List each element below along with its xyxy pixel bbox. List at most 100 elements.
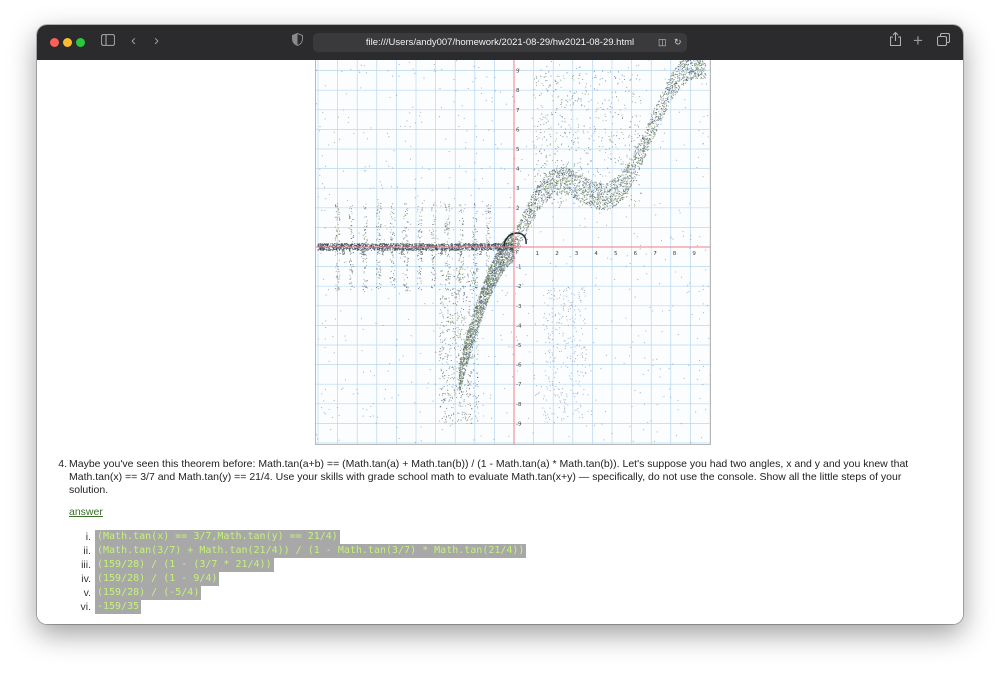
plot-point <box>509 255 511 257</box>
plot-point <box>495 281 497 284</box>
plot-point <box>540 196 542 198</box>
plot-point <box>536 163 538 166</box>
plot-point <box>598 192 600 194</box>
plot-point <box>567 180 569 182</box>
reload-icon[interactable]: ↻ <box>674 37 682 47</box>
plot-point <box>622 186 624 188</box>
forward-arrow-icon[interactable]: › <box>154 32 159 49</box>
plot-point <box>526 227 528 229</box>
plot-point <box>525 212 528 214</box>
plot-point <box>588 138 590 140</box>
plot-point <box>637 136 639 139</box>
plot-point <box>675 83 678 85</box>
zoom-window-button[interactable] <box>76 38 85 47</box>
plot-point <box>494 263 496 265</box>
plot-point <box>560 172 562 174</box>
plot-point <box>638 166 641 168</box>
plot-point <box>691 68 693 70</box>
plot-point <box>671 73 673 75</box>
plot-point <box>642 158 644 160</box>
plot-point <box>609 111 611 113</box>
plot-point <box>591 198 593 200</box>
plot-point <box>658 116 660 118</box>
plot-point <box>581 204 583 206</box>
plot-point <box>546 139 548 141</box>
plot-point <box>461 359 463 361</box>
plot-point <box>534 194 536 196</box>
back-arrow-icon[interactable]: ‹ <box>131 32 136 49</box>
plot-point <box>606 205 608 207</box>
plot-point <box>622 180 624 182</box>
plot-point <box>621 116 624 118</box>
plot-point <box>651 127 653 129</box>
plot-point <box>671 82 673 84</box>
plot-point <box>510 259 512 261</box>
plot-point <box>603 207 605 209</box>
plot-point <box>619 199 621 201</box>
plot-point <box>642 147 644 149</box>
plot-point <box>682 76 684 78</box>
plot-point <box>578 82 580 84</box>
minimize-window-button[interactable] <box>63 38 72 47</box>
plot-point <box>554 185 556 187</box>
plot-point <box>693 71 695 73</box>
plot-point <box>595 189 598 191</box>
plot-point <box>574 188 576 190</box>
plot-point <box>627 165 629 167</box>
plot-point <box>677 66 679 68</box>
plot-point <box>662 108 664 110</box>
plot-point <box>569 171 571 173</box>
plot-point <box>521 236 523 238</box>
plot-point <box>497 276 499 278</box>
plot-point <box>594 205 596 207</box>
plot-point <box>564 188 567 190</box>
plot-point <box>483 301 486 303</box>
plot-point <box>692 71 694 73</box>
plot-point <box>558 95 560 97</box>
tab-overview-icon[interactable] <box>936 32 951 52</box>
plot-point <box>639 79 641 81</box>
plot-point <box>577 189 579 191</box>
plot-point <box>468 346 471 349</box>
plot-point <box>540 182 543 184</box>
plot-point <box>617 201 619 203</box>
plot-point <box>522 221 524 223</box>
plot-point <box>519 221 521 224</box>
plot-point <box>684 74 687 76</box>
plot-point <box>510 250 512 252</box>
plot-point <box>618 179 620 181</box>
plot-point <box>638 162 640 164</box>
plot-point <box>644 142 646 144</box>
plot-point <box>643 136 645 138</box>
plot-point <box>601 208 603 211</box>
plot-point <box>563 190 565 192</box>
address-bar[interactable]: file:///Users/andy007/homework/2021-08-2… <box>313 33 687 52</box>
plot-point <box>640 163 642 165</box>
plot-point <box>537 107 539 109</box>
close-window-button[interactable] <box>50 38 59 47</box>
plot-point <box>548 178 550 180</box>
plot-point <box>642 152 644 155</box>
plot-point <box>663 93 665 96</box>
plot-point <box>476 318 478 320</box>
plot-point <box>615 195 617 197</box>
plot-point <box>558 76 560 78</box>
new-tab-icon[interactable]: + <box>913 31 923 50</box>
plot-point <box>598 187 600 189</box>
plot-point <box>697 74 699 76</box>
plot-point <box>619 193 621 195</box>
plot-point <box>560 187 562 189</box>
plot-point <box>547 189 549 191</box>
plot-point <box>576 179 578 181</box>
privacy-shield-icon[interactable] <box>292 32 303 52</box>
plot-point <box>699 62 701 64</box>
translate-icon[interactable]: ◫ <box>658 37 667 47</box>
plot-point <box>633 140 635 142</box>
plot-point <box>567 194 570 196</box>
sidebar-icon[interactable] <box>100 32 116 52</box>
plot-point <box>589 204 591 206</box>
plot-point <box>532 193 534 196</box>
share-icon[interactable] <box>889 31 902 52</box>
plot-point <box>638 169 640 171</box>
plot-point <box>578 78 580 80</box>
